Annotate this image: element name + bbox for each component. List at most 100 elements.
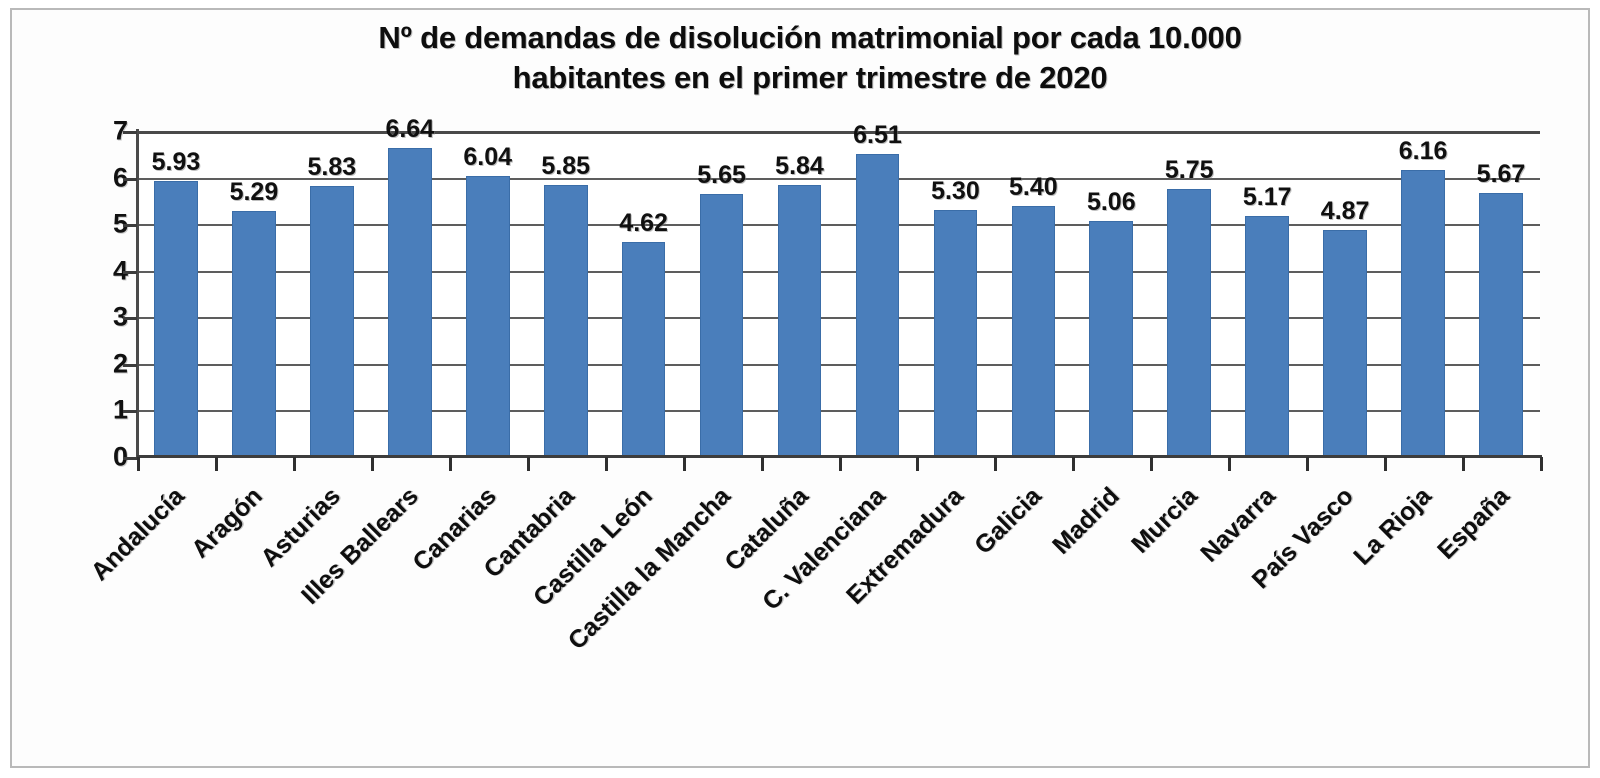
gridline bbox=[137, 270, 1540, 273]
bar[interactable] bbox=[1401, 170, 1445, 457]
bar-slot: 5.40 bbox=[994, 131, 1072, 457]
x-axis-tick-mark bbox=[604, 457, 608, 471]
y-axis-tick-label: 2 bbox=[112, 348, 128, 379]
bar[interactable] bbox=[1167, 189, 1212, 457]
bar-value-label: 4.62 bbox=[619, 208, 668, 237]
gridline bbox=[137, 224, 1540, 227]
bar-value-label: 5.06 bbox=[1086, 188, 1136, 217]
bar[interactable] bbox=[1323, 230, 1367, 457]
bar[interactable] bbox=[1479, 192, 1523, 457]
bar[interactable] bbox=[387, 147, 432, 457]
bar[interactable] bbox=[310, 185, 354, 457]
y-axis-tick-mark bbox=[123, 270, 137, 274]
bar[interactable] bbox=[1245, 216, 1289, 457]
x-axis-line bbox=[137, 455, 1542, 458]
bar-slot: 5.30 bbox=[916, 131, 994, 457]
y-axis-tick-label: 4 bbox=[112, 255, 128, 286]
y-axis-tick-mark bbox=[123, 363, 137, 367]
x-axis-tick-mark bbox=[1072, 457, 1076, 471]
bar-slot: 5.67 bbox=[1462, 131, 1540, 457]
bar-slot: 5.29 bbox=[215, 131, 293, 457]
x-axis-tick-mark bbox=[1462, 457, 1466, 471]
bar[interactable] bbox=[855, 153, 900, 457]
y-axis-tick-label: 1 bbox=[112, 394, 128, 425]
bar-value-label: 5.30 bbox=[931, 177, 980, 206]
bar[interactable] bbox=[933, 210, 978, 457]
x-axis-tick-mark bbox=[1306, 457, 1310, 471]
bar-value-label: 4.87 bbox=[1320, 197, 1370, 226]
bar-value-label: 5.65 bbox=[697, 160, 746, 189]
y-axis-tick-label: 6 bbox=[112, 162, 128, 193]
bar-slot: 5.84 bbox=[761, 131, 839, 457]
bar-value-label: 6.04 bbox=[463, 142, 513, 171]
x-axis-tick-mark bbox=[292, 457, 296, 471]
y-axis-tick-label: 7 bbox=[112, 115, 128, 146]
bar-slot: 6.16 bbox=[1384, 131, 1462, 457]
bar-value-label: 5.83 bbox=[307, 152, 357, 181]
chart-title: Nº de demandas de disolución matrimonial… bbox=[378, 20, 1242, 95]
bar[interactable] bbox=[621, 241, 666, 457]
bar[interactable] bbox=[154, 180, 198, 457]
x-axis-tick-mark bbox=[214, 457, 218, 471]
y-axis-tick-mark bbox=[123, 131, 137, 134]
x-axis-tick-mark bbox=[1228, 457, 1232, 471]
bar[interactable] bbox=[699, 193, 744, 457]
bar-value-label: 5.67 bbox=[1476, 159, 1526, 188]
bar-slot: 5.65 bbox=[683, 131, 761, 457]
bar-slot: 5.85 bbox=[527, 131, 605, 457]
x-axis-tick-mark bbox=[838, 457, 842, 471]
bar-slot: 5.06 bbox=[1072, 131, 1150, 457]
bar-value-label: 5.93 bbox=[151, 147, 201, 176]
bar[interactable] bbox=[1089, 221, 1134, 457]
x-axis-tick-mark bbox=[526, 457, 530, 471]
x-axis-tick-mark bbox=[1150, 457, 1154, 471]
y-axis-tick-mark bbox=[123, 457, 137, 460]
x-axis-tick-mark bbox=[370, 457, 374, 471]
bar[interactable] bbox=[232, 210, 276, 457]
bar-slot: 4.87 bbox=[1306, 131, 1384, 457]
bar-slot: 6.51 bbox=[839, 121, 917, 457]
bar[interactable] bbox=[543, 184, 588, 457]
bar-value-label: 5.40 bbox=[1009, 172, 1058, 201]
x-axis-tick-mark bbox=[760, 457, 764, 471]
x-axis-tick-mark bbox=[916, 457, 920, 471]
y-axis-tick-label: 3 bbox=[112, 301, 128, 332]
bar-value-label: 6.64 bbox=[385, 114, 435, 143]
y-axis-tick-mark bbox=[123, 317, 137, 321]
bar[interactable] bbox=[777, 185, 822, 457]
gridline bbox=[137, 177, 1540, 180]
bar-value-label: 5.75 bbox=[1164, 156, 1214, 185]
gridline bbox=[137, 317, 1540, 320]
bar-value-label: 5.29 bbox=[229, 177, 279, 206]
y-axis-tick-label: 0 bbox=[112, 441, 128, 472]
bar-value-label: 5.17 bbox=[1242, 183, 1292, 212]
gridline bbox=[137, 131, 1540, 134]
x-axis-tick-mark bbox=[1540, 457, 1543, 471]
bar[interactable] bbox=[1011, 205, 1056, 457]
y-axis-tick-mark bbox=[123, 410, 137, 414]
bar-value-label: 5.85 bbox=[541, 151, 591, 180]
x-axis-tick-mark bbox=[137, 457, 140, 471]
x-axis-tick-mark bbox=[448, 457, 452, 471]
bar-slot: 5.17 bbox=[1228, 131, 1306, 457]
bar-slot: 4.62 bbox=[605, 131, 683, 457]
bar-value-label: 6.16 bbox=[1398, 137, 1448, 166]
bar-slot: 6.04 bbox=[449, 131, 527, 457]
gridline bbox=[137, 410, 1540, 413]
x-axis-tick-mark bbox=[682, 457, 686, 471]
y-axis-tick-label: 5 bbox=[112, 208, 128, 239]
bar[interactable] bbox=[465, 175, 510, 457]
gridline bbox=[137, 363, 1540, 366]
bar-value-label: 5.84 bbox=[775, 152, 824, 181]
bar-value-label: 6.51 bbox=[853, 120, 902, 149]
y-axis-tick-mark bbox=[123, 224, 137, 228]
y-axis-tick-mark bbox=[123, 177, 137, 181]
x-axis-tick-mark bbox=[994, 457, 998, 471]
x-axis-tick-mark bbox=[1384, 457, 1388, 471]
bar-slot: 6.64 bbox=[371, 115, 449, 457]
bar-slot: 5.83 bbox=[293, 131, 371, 457]
y-axis-line bbox=[136, 129, 139, 459]
plot-area: 5.93 5.29 5.83 6.64 6.04 5.85 4.62 5.65 5.84 6.51… bbox=[137, 115, 1540, 457]
bar-slot: 5.75 bbox=[1150, 131, 1228, 457]
